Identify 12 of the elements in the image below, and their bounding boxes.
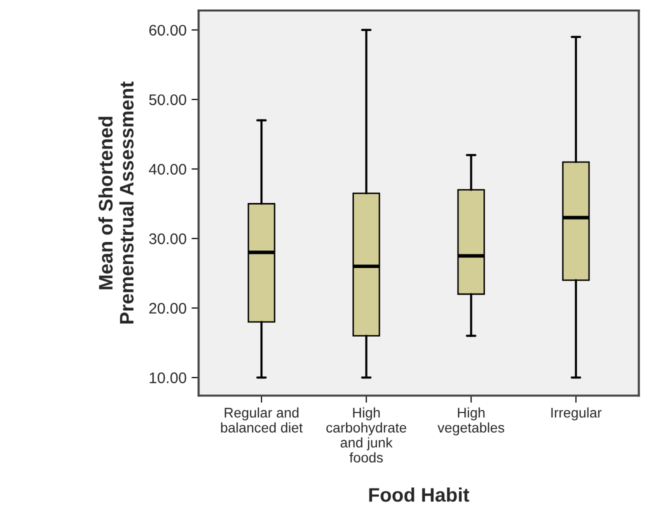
y-tick-label: 60.00 <box>149 24 186 36</box>
y-tick-label: 30.00 <box>149 233 186 244</box>
x-tick-label: Regular and balanced diet <box>221 407 303 433</box>
y-tick-label: 50.00 <box>149 94 186 106</box>
y-tick-label: 40.00 <box>148 164 186 175</box>
y-tick-label: 20.00 <box>149 302 186 314</box>
y-tick-label: 10.00 <box>150 372 186 384</box>
y-axis-title: Mean of Shortened Premenstrual Assessment <box>98 82 134 324</box>
x-tick-label: High carbohydrate and junk foods <box>326 407 406 463</box>
x-axis-title: Food Habit <box>369 487 470 502</box>
x-tick-label: High vegetables <box>438 407 504 436</box>
x-tick-label: Irregular <box>551 407 602 420</box>
